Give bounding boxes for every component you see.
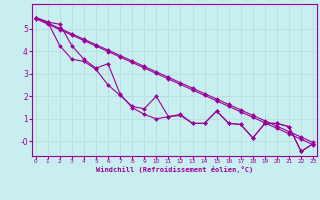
X-axis label: Windchill (Refroidissement éolien,°C): Windchill (Refroidissement éolien,°C) — [96, 166, 253, 173]
